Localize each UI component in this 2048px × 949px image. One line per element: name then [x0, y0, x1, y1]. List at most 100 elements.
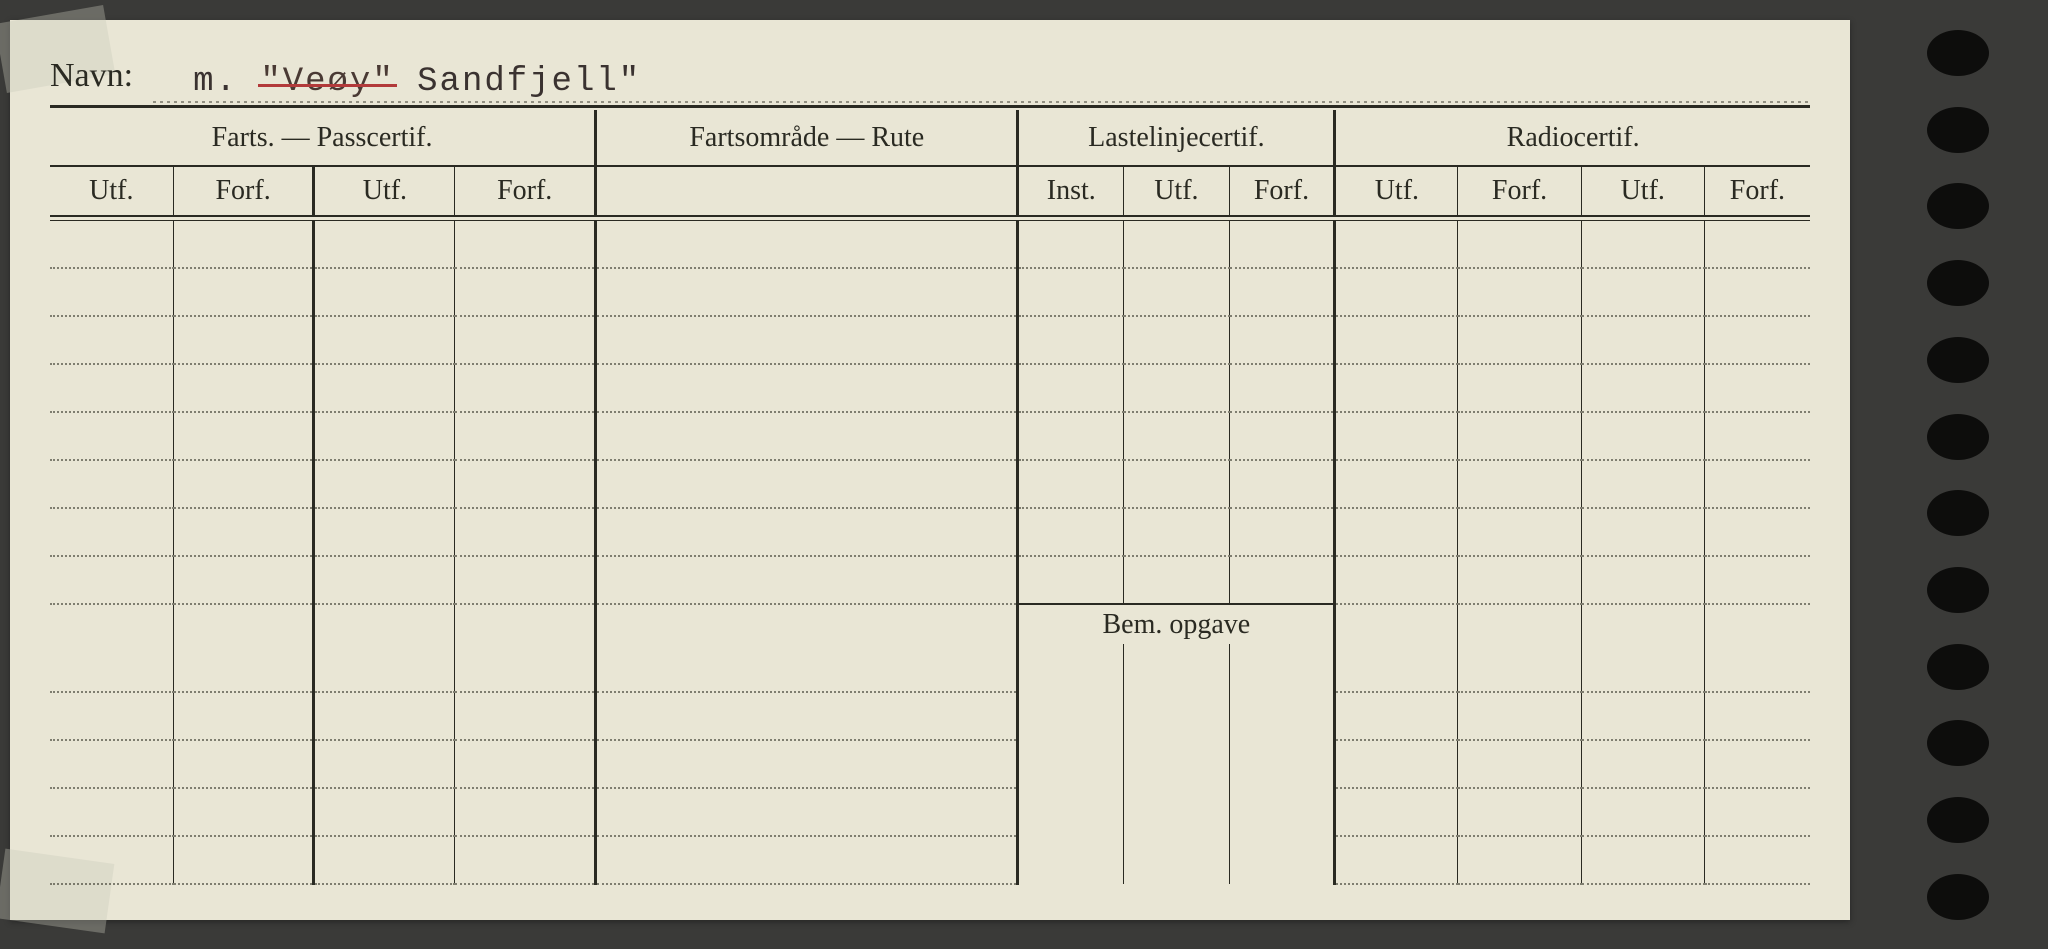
- cell: [50, 556, 173, 604]
- cell: [1124, 316, 1230, 364]
- index-card: Navn: m. "Veøy" Sandfjell" Farts. — Pass…: [10, 20, 1850, 920]
- cell: [1229, 740, 1335, 788]
- cell: [50, 788, 173, 836]
- cell: [1229, 364, 1335, 412]
- cell: [1335, 508, 1458, 556]
- cell: [173, 692, 314, 740]
- cell: [1018, 692, 1124, 740]
- bem-label: Bem. opgave: [1018, 604, 1335, 644]
- cell: [314, 788, 455, 836]
- cell: [596, 692, 1018, 740]
- cell: [1124, 644, 1230, 692]
- cell: [1018, 412, 1124, 460]
- cell: [1581, 508, 1704, 556]
- cell: [1335, 220, 1458, 268]
- cell: [1018, 556, 1124, 604]
- cell: [1458, 740, 1581, 788]
- cell: [1229, 412, 1335, 460]
- table-row: [50, 836, 1810, 884]
- cell: [50, 268, 173, 316]
- cell: [1581, 740, 1704, 788]
- cell: [1124, 788, 1230, 836]
- cell: [314, 412, 455, 460]
- cell: [1581, 836, 1704, 884]
- cell: [314, 508, 455, 556]
- punch-hole: [1927, 183, 1989, 229]
- cell: [1458, 508, 1581, 556]
- cell: [314, 316, 455, 364]
- cell: [1018, 644, 1124, 692]
- cell: [1458, 644, 1581, 692]
- cell: [1229, 508, 1335, 556]
- cell: [1124, 412, 1230, 460]
- table-row: [50, 220, 1810, 268]
- cell: [1229, 836, 1335, 884]
- cell: [1018, 220, 1124, 268]
- cell: [1581, 644, 1704, 692]
- navn-prefix: m.: [193, 63, 238, 101]
- cell: [1335, 644, 1458, 692]
- cell: [314, 268, 455, 316]
- cell: [1124, 220, 1230, 268]
- cell: [596, 316, 1018, 364]
- cell: [1335, 460, 1458, 508]
- cell: [455, 788, 596, 836]
- cell: [1229, 692, 1335, 740]
- cell: [1458, 836, 1581, 884]
- cell: [1581, 556, 1704, 604]
- cell: [1229, 316, 1335, 364]
- cell: [173, 788, 314, 836]
- cell: [173, 316, 314, 364]
- cell: [1704, 836, 1810, 884]
- col-forf: Forf.: [455, 166, 596, 216]
- cell: [1704, 644, 1810, 692]
- group-rute: Fartsområde — Rute: [596, 110, 1018, 166]
- cell: [1704, 556, 1810, 604]
- cell: [1581, 460, 1704, 508]
- cell: [455, 740, 596, 788]
- cell: [1229, 788, 1335, 836]
- cell: [314, 692, 455, 740]
- col-forf: Forf.: [173, 166, 314, 216]
- table-row: [50, 692, 1810, 740]
- cell: [1458, 788, 1581, 836]
- table-row: [50, 644, 1810, 692]
- cell: [50, 644, 173, 692]
- cell: [1458, 316, 1581, 364]
- cell: [314, 556, 455, 604]
- punch-hole: [1927, 490, 1989, 536]
- cell: [455, 268, 596, 316]
- col-inst: Inst.: [1018, 166, 1124, 216]
- cell: [1229, 460, 1335, 508]
- cell: [1704, 788, 1810, 836]
- punch-hole: [1927, 414, 1989, 460]
- group-radio: Radiocertif.: [1335, 110, 1810, 166]
- cell: [596, 460, 1018, 508]
- cell: [50, 836, 173, 884]
- punch-hole: [1927, 260, 1989, 306]
- cell: [455, 692, 596, 740]
- cell: [1018, 508, 1124, 556]
- cell: [314, 836, 455, 884]
- cell: [173, 364, 314, 412]
- navn-row: Navn: m. "Veøy" Sandfjell": [50, 54, 1810, 108]
- table-row: [50, 788, 1810, 836]
- cell: [1335, 412, 1458, 460]
- cell: [1704, 412, 1810, 460]
- cell: [596, 836, 1018, 884]
- cell: [1124, 836, 1230, 884]
- group-laste: Lastelinjecertif.: [1018, 110, 1335, 166]
- cell: [455, 644, 596, 692]
- cell: [1458, 556, 1581, 604]
- cell: [1124, 692, 1230, 740]
- cell: [173, 836, 314, 884]
- cell: [1018, 316, 1124, 364]
- table-row: [50, 460, 1810, 508]
- table-row: [50, 316, 1810, 364]
- cell: [1458, 412, 1581, 460]
- table-row: [50, 268, 1810, 316]
- cell: [596, 412, 1018, 460]
- cell: [1581, 692, 1704, 740]
- cell: [455, 836, 596, 884]
- col-utf: Utf.: [314, 166, 455, 216]
